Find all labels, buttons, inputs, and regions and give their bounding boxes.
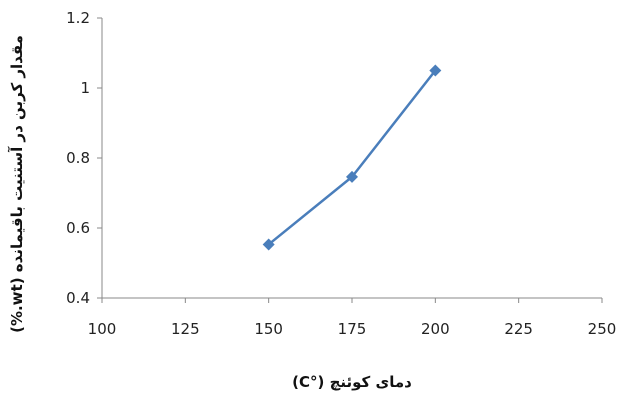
data-point-marker (429, 64, 442, 77)
axes (97, 17, 603, 303)
data-point-marker (262, 238, 275, 251)
x-tick-label: 100 (88, 320, 117, 338)
x-tick-label: 150 (254, 320, 283, 338)
x-tick-label: 125 (171, 320, 200, 338)
y-tick-label: 0.6 (66, 219, 90, 237)
series-line (267, 69, 437, 246)
x-tick-label: 200 (421, 320, 450, 338)
y-tick-label: 0.8 (66, 149, 90, 167)
x-tick-label: 175 (338, 320, 367, 338)
x-axis-title: دمای کوئنچ (°C) (292, 373, 412, 391)
x-tick-label: 225 (504, 320, 533, 338)
y-tick-label: 1.2 (66, 9, 90, 27)
y-tick-labels: 0.4 0.6 0.8 1 1.2 (66, 9, 90, 307)
data-point-marker (346, 170, 358, 183)
y-axis-title: مقدار کربن در آستنیت باقیمانده (wt.%) (8, 35, 26, 333)
x-tick-label: 250 (588, 320, 617, 338)
y-tick-label: 1 (80, 79, 90, 97)
x-tick-labels: 100 125 150 175 200 225 250 (88, 320, 617, 338)
y-tick-label: 0.4 (66, 289, 90, 307)
series-group (262, 64, 442, 251)
